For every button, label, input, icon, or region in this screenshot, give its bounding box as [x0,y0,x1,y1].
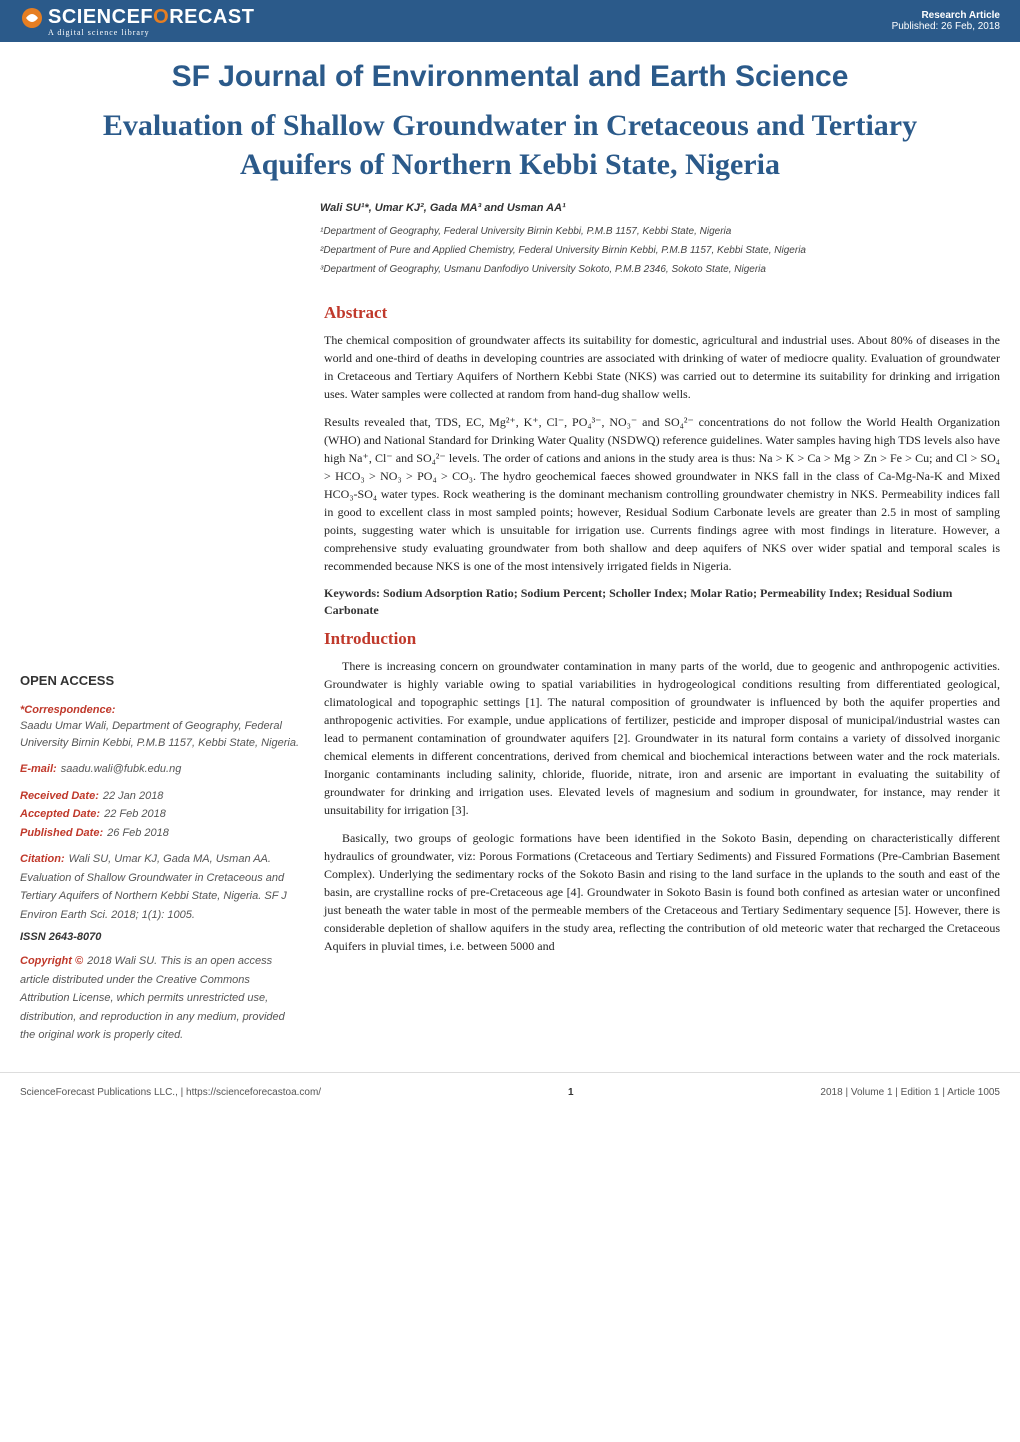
header-bar: SCIENCEFORECAST A digital science librar… [0,0,1020,42]
open-access-label: OPEN ACCESS [20,673,300,688]
abstract-heading: Abstract [324,303,1000,323]
affiliation: ³Department of Geography, Usmanu Danfodi… [320,260,1000,279]
main-content: Abstract The chemical composition of gro… [324,293,1000,1052]
authors: Wali SU¹*, Umar KJ², Gada MA³ and Usman … [0,198,1020,222]
dates-block: Received Date: 22 Jan 2018 Accepted Date… [20,786,300,842]
content-area: OPEN ACCESS *Correspondence: Saadu Umar … [0,293,1020,1052]
logo-text: SCIENCEFORECAST [48,6,254,29]
footer-left: ScienceForecast Publications LLC., | htt… [20,1087,321,1098]
citation-block: Citation: Wali SU, Umar KJ, Gada MA, Usm… [20,849,300,923]
correspondence-block: *Correspondence: Saadu Umar Wali, Depart… [20,700,300,751]
logo-rest: RECAST [169,6,254,28]
footer: ScienceForecast Publications LLC., | htt… [0,1072,1020,1108]
affiliation: ²Department of Pure and Applied Chemistr… [320,241,1000,260]
footer-right: 2018 | Volume 1 | Edition 1 | Article 10… [820,1087,1000,1098]
abstract-p1: The chemical composition of groundwater … [324,331,1000,403]
received-value: 22 Jan 2018 [103,790,164,802]
email-block: E-mail: saadu.wali@fubk.edu.ng [20,759,300,778]
logo-icon [20,6,44,30]
logo-orange: O [153,6,169,28]
issn: ISSN 2643-8070 [20,931,300,943]
keywords: Keywords: Sodium Adsorption Ratio; Sodiu… [324,585,1000,619]
header-right: Research Article Published: 26 Feb, 2018 [892,10,1000,32]
citation-label: Citation: [20,853,65,865]
intro-p1: There is increasing concern on groundwat… [324,657,1000,819]
copyright-block: Copyright © 2018 Wali SU. This is an ope… [20,951,300,1044]
accepted-label: Accepted Date: [20,808,100,820]
accepted-value: 22 Feb 2018 [104,808,166,820]
footer-page-number: 1 [568,1087,574,1098]
logo: SCIENCEFORECAST [20,6,254,30]
correspondence-label: *Correspondence: [20,704,115,716]
copyright-text: 2018 Wali SU. This is an open access art… [20,955,285,1041]
affiliation: ¹Department of Geography, Federal Univer… [320,222,1000,241]
logo-block: SCIENCEFORECAST A digital science librar… [20,6,254,37]
correspondence-text: Saadu Umar Wali, Department of Geography… [20,718,300,751]
published-date: Published: 26 Feb, 2018 [892,21,1000,32]
abstract-p2: Results revealed that, TDS, EC, Mg²⁺, K⁺… [324,413,1000,575]
article-type: Research Article [892,10,1000,21]
copyright-label: Copyright © [20,955,83,967]
logo-main: SCIENCEF [48,6,153,28]
journal-title: SF Journal of Environmental and Earth Sc… [0,42,1020,106]
intro-p2: Basically, two groups of geologic format… [324,829,1000,955]
published-value: 26 Feb 2018 [107,827,169,839]
affiliations-block: ¹Department of Geography, Federal Univer… [0,222,1020,293]
introduction-heading: Introduction [324,629,1000,649]
published-label: Published Date: [20,827,103,839]
email-value: saadu.wali@fubk.edu.ng [61,763,182,775]
article-title: Evaluation of Shallow Groundwater in Cre… [0,106,1020,198]
email-label: E-mail: [20,763,57,775]
sidebar: OPEN ACCESS *Correspondence: Saadu Umar … [20,293,300,1052]
received-label: Received Date: [20,790,99,802]
